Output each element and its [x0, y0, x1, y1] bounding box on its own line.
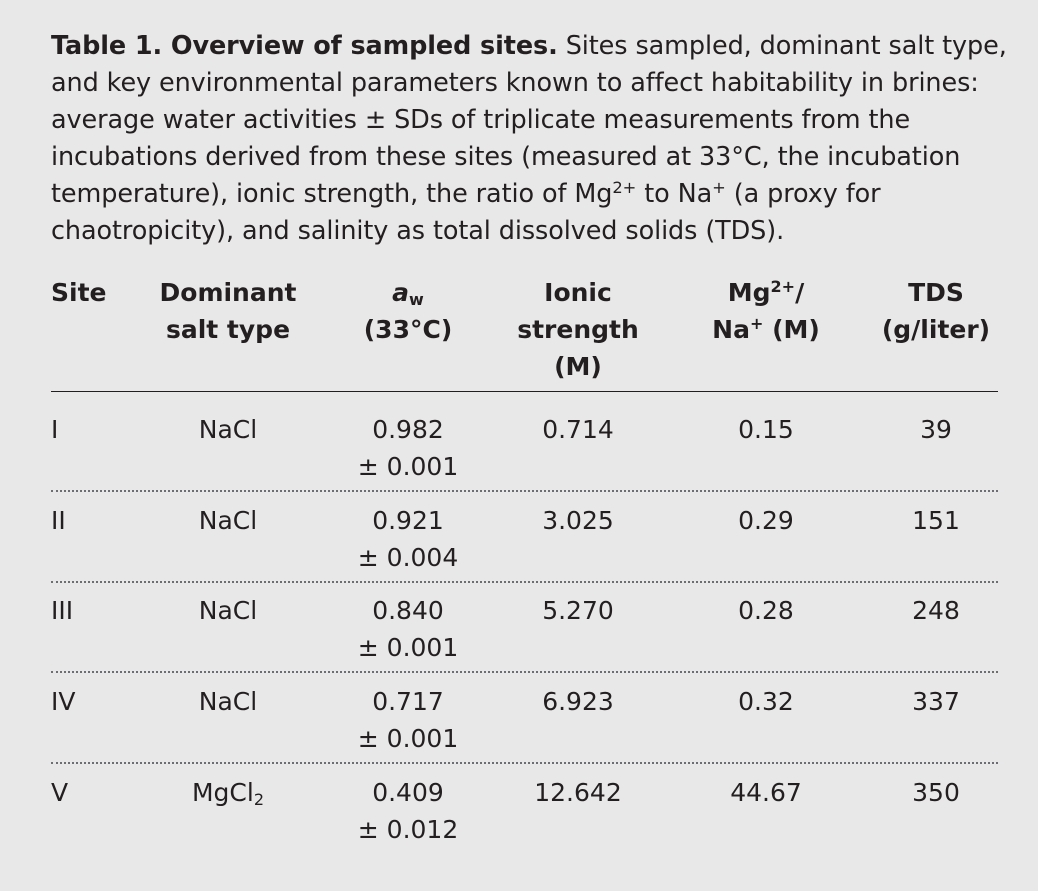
row-divider	[51, 671, 998, 673]
tds-cell: 337	[912, 687, 960, 716]
tds-cell: 39	[920, 415, 952, 444]
row-divider	[51, 762, 998, 764]
water-activity-cell: 0.982 ± 0.001	[357, 415, 459, 481]
ionic-strength-cell: 0.714	[542, 415, 614, 444]
ionic-strength-cell: 6.923	[542, 687, 614, 716]
ionic-strength-cell: 12.642	[534, 778, 622, 807]
salt-cell: NaCl	[198, 687, 258, 716]
site-cell: I	[51, 415, 59, 444]
water-activity-cell: 0.840 ± 0.001	[357, 596, 459, 662]
salt-cell: NaCl	[198, 506, 258, 535]
tds-cell: 151	[912, 506, 960, 535]
salt-cell: NaCl	[198, 596, 258, 625]
table-caption: Table 1. Overview of sampled sites. Site…	[51, 28, 1011, 250]
header-water-activity: aw (33°C)	[363, 278, 453, 344]
header-tds: TDS (g/liter)	[881, 278, 991, 344]
site-cell: III	[51, 596, 74, 625]
row-divider	[51, 581, 998, 583]
water-activity-cell: 0.921 ± 0.004	[357, 506, 459, 572]
header-salt-type: Dominant salt type	[159, 278, 297, 344]
ionic-strength-cell: 5.270	[542, 596, 614, 625]
header-rule	[51, 391, 998, 392]
ratio-cell: 44.67	[730, 778, 802, 807]
water-activity-cell: 0.717 ± 0.001	[357, 687, 459, 753]
row-divider	[51, 490, 998, 492]
ratio-cell: 0.15	[738, 415, 794, 444]
caption-title: Table 1. Overview of sampled sites.	[51, 31, 558, 61]
header-site: Site	[51, 278, 107, 307]
salt-cell: NaCl	[198, 415, 258, 444]
ratio-cell: 0.32	[738, 687, 794, 716]
header-mg-na-ratio: Mg2+/ Na+ (M)	[712, 277, 820, 344]
tds-cell: 350	[912, 778, 960, 807]
ratio-cell: 0.29	[738, 506, 794, 535]
water-activity-cell: 0.409 ± 0.012	[357, 778, 459, 844]
header-ionic-strength: Ionic strength (M)	[517, 278, 639, 381]
site-cell: II	[51, 506, 66, 535]
tds-cell: 248	[912, 596, 960, 625]
ionic-strength-cell: 3.025	[542, 506, 614, 535]
site-cell: V	[51, 778, 69, 807]
ratio-cell: 0.28	[738, 596, 794, 625]
salt-cell: MgCl2	[191, 778, 265, 809]
caption-body: Sites sampled, dominant salt type, and k…	[51, 31, 1007, 246]
site-cell: IV	[51, 687, 76, 716]
